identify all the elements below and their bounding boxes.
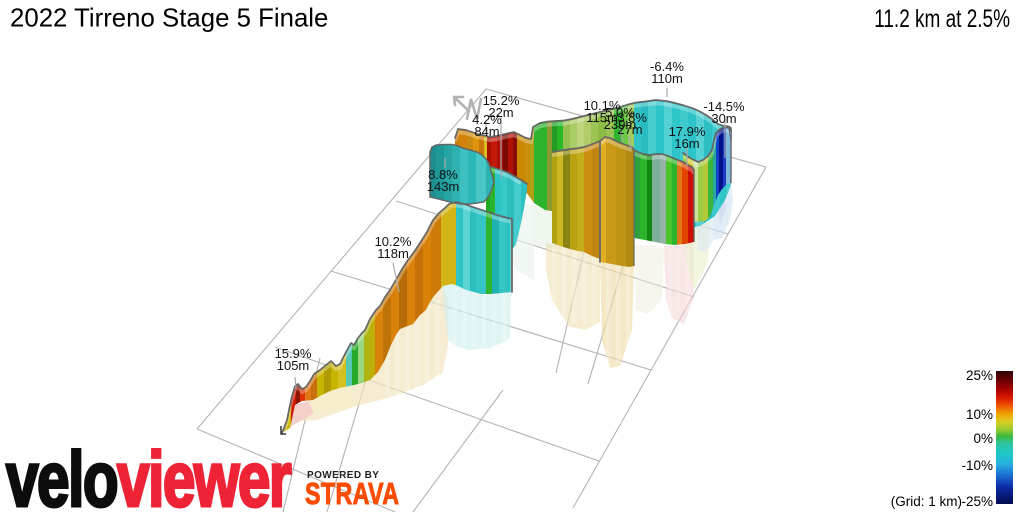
svg-text:(Grid: 1 km): (Grid: 1 km) bbox=[891, 494, 962, 509]
svg-text:105m: 105m bbox=[277, 358, 310, 373]
svg-text:25%: 25% bbox=[966, 368, 993, 383]
svg-text:2022 Tirreno Stage 5 Finale: 2022 Tirreno Stage 5 Finale bbox=[10, 5, 328, 33]
svg-text:4.2%: 4.2% bbox=[472, 112, 502, 127]
svg-text:0%: 0% bbox=[973, 431, 993, 446]
svg-text:11.2 km at 2.5%: 11.2 km at 2.5% bbox=[874, 4, 1010, 32]
svg-text:10%: 10% bbox=[966, 407, 993, 422]
svg-text:143m: 143m bbox=[427, 179, 460, 194]
svg-text:239m: 239m bbox=[604, 117, 637, 132]
svg-text:POWERED BY: POWERED BY bbox=[307, 470, 379, 481]
svg-text:15.2%: 15.2% bbox=[483, 93, 520, 108]
svg-text:16m: 16m bbox=[674, 136, 699, 151]
svg-text:110m: 110m bbox=[651, 71, 683, 86]
svg-text:22m: 22m bbox=[488, 105, 513, 120]
svg-text:-3.8%: -3.8% bbox=[613, 110, 647, 125]
svg-text:84m: 84m bbox=[474, 124, 499, 139]
svg-text:27m: 27m bbox=[617, 122, 642, 137]
svg-text:5.0%: 5.0% bbox=[605, 105, 635, 120]
svg-text:30m: 30m bbox=[711, 111, 736, 126]
svg-text:118m: 118m bbox=[377, 246, 409, 261]
svg-text:17.9%: 17.9% bbox=[669, 124, 706, 139]
svg-text:8.8%: 8.8% bbox=[428, 167, 458, 182]
svg-text:-10%: -10% bbox=[961, 458, 993, 473]
svg-text:veloviewer: veloviewer bbox=[6, 436, 291, 512]
svg-text:STRAVA: STRAVA bbox=[305, 476, 399, 511]
svg-text:115m: 115m bbox=[586, 110, 618, 125]
svg-text:10.1%: 10.1% bbox=[584, 98, 621, 113]
svg-text:-25%: -25% bbox=[961, 494, 993, 509]
svg-text:15.9%: 15.9% bbox=[275, 346, 312, 361]
svg-text:-6.4%: -6.4% bbox=[650, 59, 684, 74]
svg-text:10.2%: 10.2% bbox=[375, 234, 412, 249]
svg-text:-14.5%: -14.5% bbox=[703, 99, 745, 114]
